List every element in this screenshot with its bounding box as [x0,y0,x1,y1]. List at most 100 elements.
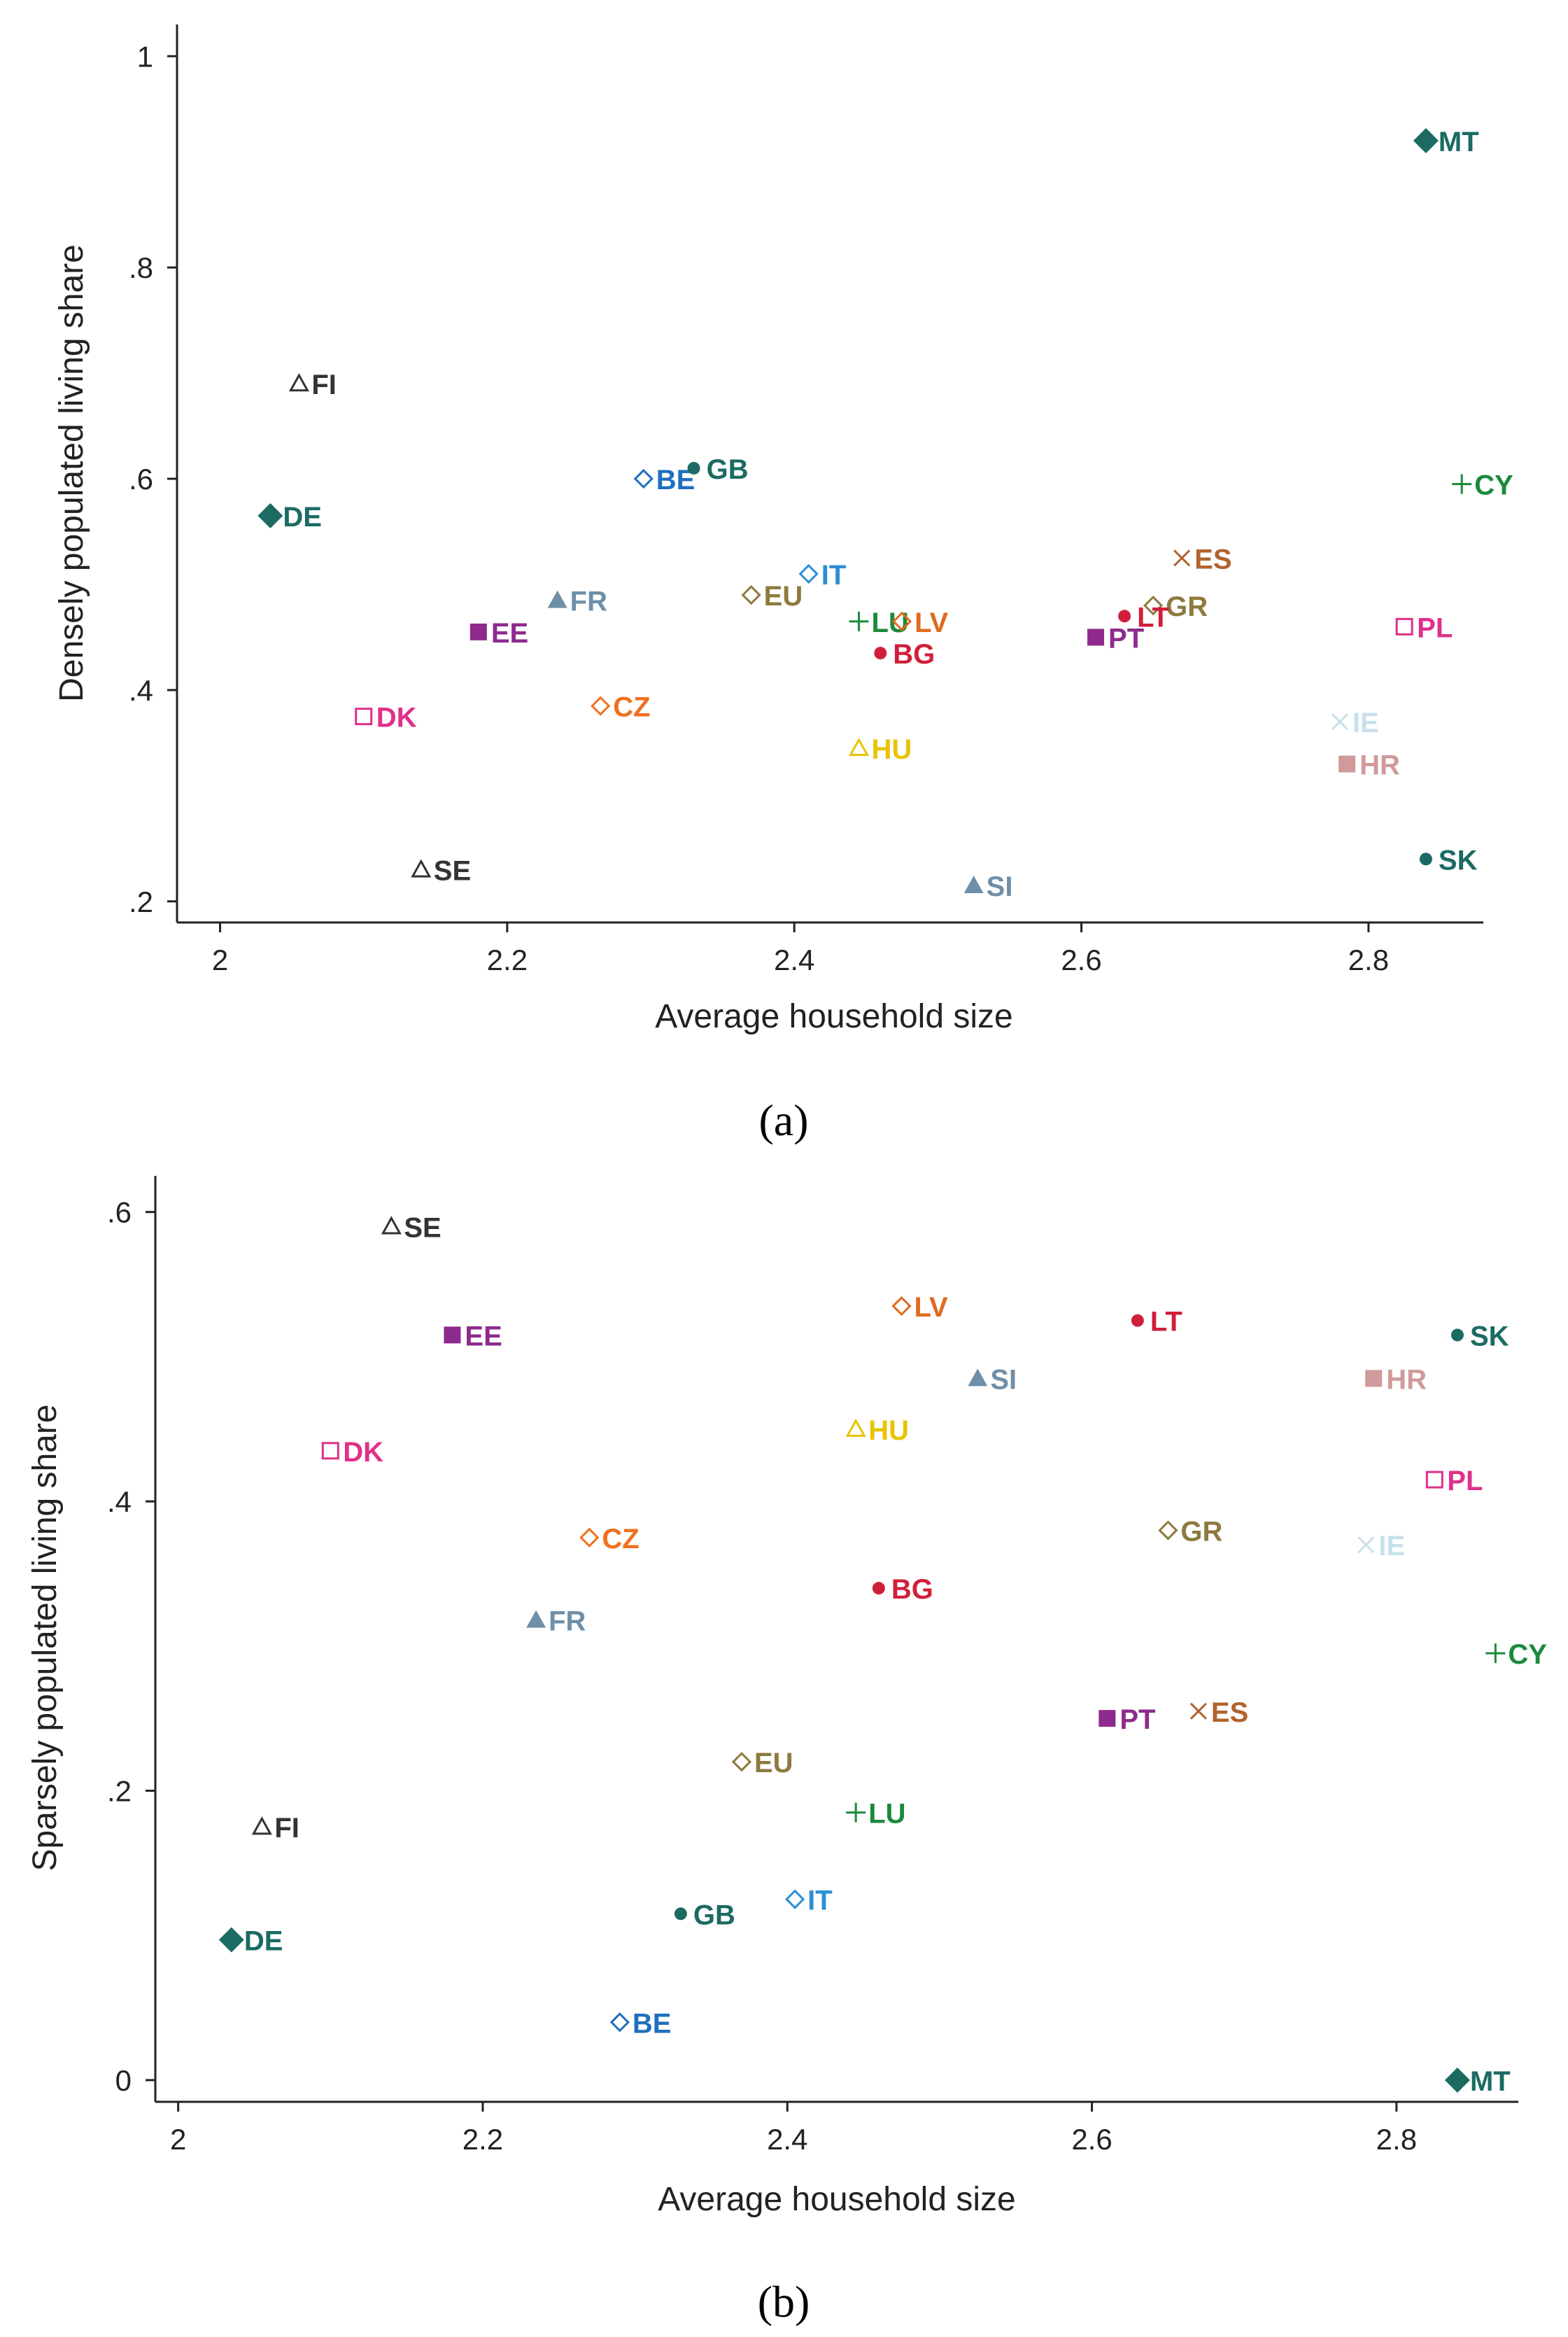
y-tick-label: .4 [107,1485,132,1518]
x-tick-label: 2 [212,943,228,976]
marker-eu [741,584,761,605]
marker-si [968,1368,988,1387]
y-tick-label: 1 [137,40,153,73]
point-ie: IE [1331,708,1379,738]
marker-it [798,563,819,584]
point-pt: PT [1099,1704,1155,1735]
data-label-lv: LV [914,1292,948,1323]
data-label-de: DE [283,502,322,533]
data-label-de: DE [244,1925,283,1956]
data-label-it: IT [807,1886,833,1916]
point-se: SE [411,856,471,887]
y-tick-label: .6 [107,1196,132,1229]
data-label-sk: SK [1470,1321,1509,1352]
data-label-eu: EU [764,581,803,612]
x-tick-label: 2.4 [767,2123,807,2156]
marker-gr [1143,596,1164,616]
marker-cz [591,696,611,716]
data-label-es: ES [1194,544,1231,575]
marker-dk [355,708,373,726]
point-ie: IE [1357,1531,1405,1561]
marker-pt [1087,629,1105,646]
marker-lv [891,1296,912,1317]
y-tick-label: .2 [107,1775,132,1808]
point-gb: GB [687,454,749,485]
marker-ie [1331,713,1348,731]
marker-es [1173,549,1191,567]
marker-ee [469,623,487,640]
data-label-se: SE [404,1212,441,1243]
point-cz: CZ [591,692,651,723]
data-label-fr: FR [570,587,607,617]
data-label-pl: PL [1447,1466,1483,1496]
marker-de [218,1927,244,1953]
y-tick-labels: .2 .4 .6 .8 1 [129,40,177,918]
data-label-mt: MT [1439,127,1479,157]
y-tick-labels: 0 .2 .4 .6 [107,1196,155,2097]
data-label-si: SI [990,1364,1017,1395]
data-label-hr: HR [1386,1364,1427,1395]
marker-mt [1413,128,1439,154]
point-cy: CY [1452,470,1513,501]
marker-fi [251,1816,272,1835]
marker-ie [1357,1536,1375,1554]
point-pl: PL [1395,612,1453,643]
x-tick-label: 2.2 [462,2123,503,2156]
point-it: IT [798,560,847,591]
data-label-cy: CY [1474,470,1513,501]
point-cy: CY [1485,1639,1547,1670]
marker-bg [872,1582,885,1595]
point-fr: FR [526,1606,586,1637]
point-mt: MT [1413,127,1479,157]
marker-be [609,2012,630,2033]
point-fi: FI [288,370,337,400]
y-tick-label: .8 [129,251,153,284]
point-sk: SK [1450,1321,1509,1352]
data-label-gr: GR [1180,1516,1222,1547]
marker-mt [1444,2067,1470,2093]
marker-be [633,468,654,489]
data-label-it: IT [821,560,847,591]
x-tick-labels: 2 2.2 2.4 2.6 2.8 [212,922,1389,976]
data-label-bg: BG [893,639,935,670]
data-label-cz: CZ [602,1524,639,1555]
point-hr: HR [1365,1364,1427,1395]
data-label-be: BE [633,2008,672,2039]
y-tick-label: .4 [129,674,153,707]
marker-lu [846,1802,866,1823]
data-label-pt: PT [1120,1704,1155,1735]
marker-hu [848,737,870,757]
data-label-sk: SK [1439,845,1478,876]
marker-fr [547,590,567,608]
data-label-lu: LU [868,1799,905,1830]
data-label-gb: GB [707,454,749,485]
y-axis-label: Densely populated living share [53,244,90,702]
point-lt: LT [1118,602,1169,633]
point-si: SI [963,871,1013,902]
marker-de [257,503,283,528]
marker-eu [731,1752,752,1772]
data-label-fr: FR [549,1606,586,1637]
point-se: SE [381,1212,442,1243]
point-gr: GR [1158,1516,1223,1547]
data-label-mt: MT [1470,2066,1511,2097]
point-ee: EE [444,1321,502,1352]
data-label-lt: LT [1137,602,1169,633]
point-eu: EU [731,1748,793,1778]
point-be: BE [609,2008,672,2039]
marker-lt [1131,1314,1144,1327]
point-lv: LV [891,1292,948,1323]
x-tick-label: 2.2 [487,943,528,976]
y-tick-label: .6 [129,463,153,496]
point-lu: LU [846,1799,906,1830]
data-label-si: SI [987,871,1013,902]
point-bg: BG [872,1574,933,1605]
marker-lt [1118,610,1131,623]
point-gr: GR [1143,591,1208,622]
marker-pt [1099,1710,1116,1727]
point-ee: EE [469,618,528,649]
marker-gb [687,461,700,475]
marker-bg [874,647,887,660]
marker-lu [849,611,869,631]
point-it: IT [785,1886,833,1916]
